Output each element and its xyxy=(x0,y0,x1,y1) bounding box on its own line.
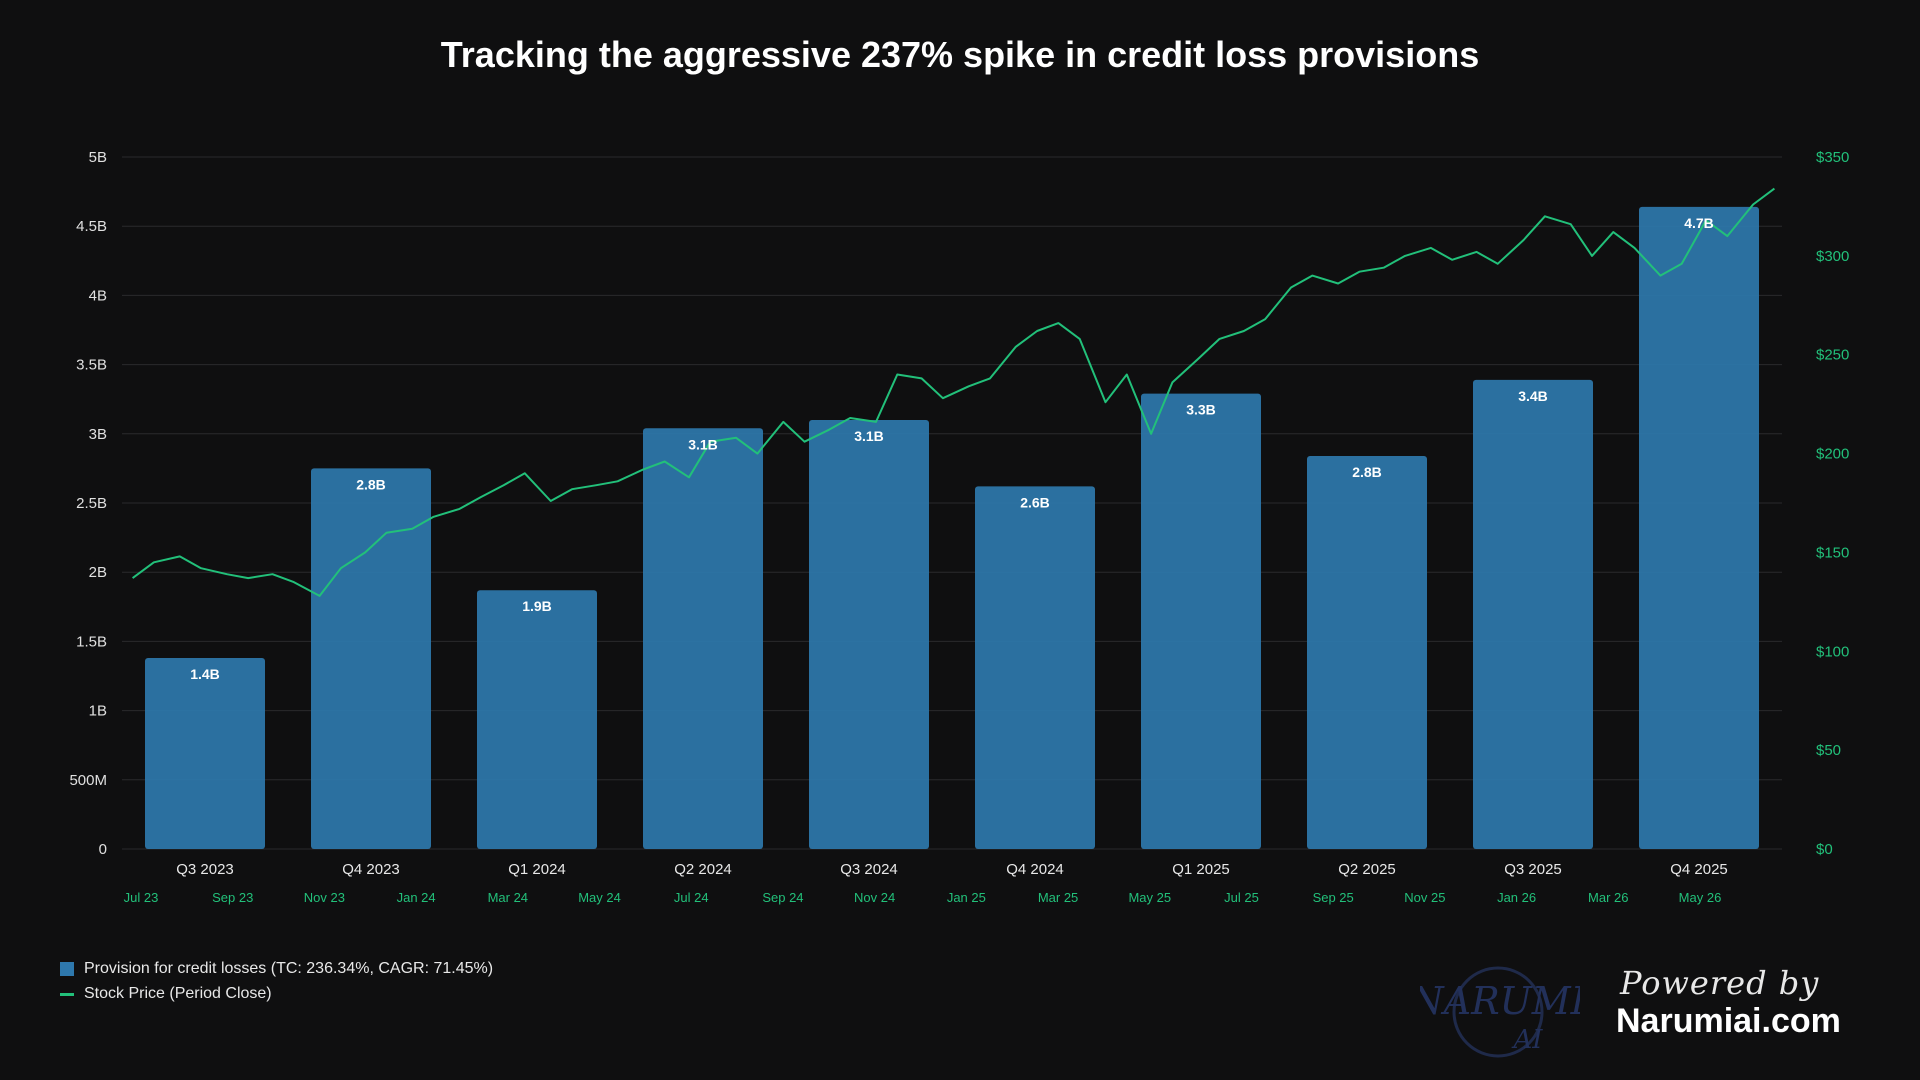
right-axis-tick-label: $0 xyxy=(1816,841,1833,858)
date-tick-label: Nov 25 xyxy=(1404,890,1445,905)
date-tick-label: Jul 25 xyxy=(1224,890,1259,905)
category-label: Q1 2024 xyxy=(508,861,566,878)
date-tick-label: Nov 24 xyxy=(854,890,895,905)
left-axis-tick-label: 2.5B xyxy=(76,495,107,512)
left-axis-tick-label: 500M xyxy=(69,772,107,789)
bar-value-label: 2.8B xyxy=(1352,464,1382,480)
bar xyxy=(1307,455,1427,849)
left-axis-tick-label: 5B xyxy=(89,149,107,166)
date-tick-label: May 26 xyxy=(1679,890,1722,905)
bar-value-label: 3.1B xyxy=(854,428,884,444)
right-axis-tick-label: $150 xyxy=(1816,544,1849,561)
bar-value-label: 4.7B xyxy=(1684,215,1714,231)
bar-value-labels: 1.4B 2.8B 1.9B 3.1B 3.1B 2.6B 3.3B 2.8B 3.4B 4.7B xyxy=(190,215,1714,682)
bar-value-label: 3.1B xyxy=(688,436,718,452)
date-tick-label: Sep 25 xyxy=(1313,890,1354,905)
bar xyxy=(1141,393,1261,849)
left-axis-tick-label: 4.5B xyxy=(76,218,107,235)
date-tick-label: Jul 23 xyxy=(124,890,159,905)
powered-by-text: Powered by xyxy=(1620,964,1820,1002)
bar-value-label: 3.4B xyxy=(1518,388,1548,404)
brand-block: NARUMI AI Powered by Narumiai.com xyxy=(1420,960,1841,1070)
category-label: Q3 2023 xyxy=(176,861,234,878)
left-axis-tick-label: 3.5B xyxy=(76,357,107,374)
date-tick-label: Jan 26 xyxy=(1497,890,1536,905)
date-tick-label: Jul 24 xyxy=(674,890,709,905)
date-axis: Jul 23 Sep 23 Nov 23 Jan 24 Mar 24 May 24 Jul … xyxy=(124,890,1722,905)
bar xyxy=(975,486,1095,849)
category-axis: Q3 2023 Q4 2023 Q1 2024 Q2 2024 Q3 2024 Q4 20… xyxy=(176,861,1728,878)
category-label: Q3 2025 xyxy=(1504,861,1562,878)
legend-item-line[interactable]: Stock Price (Period Close) xyxy=(60,985,272,1003)
right-axis-tick-label: $350 xyxy=(1816,149,1849,166)
category-label: Q3 2024 xyxy=(840,861,898,878)
stock-price-line xyxy=(132,187,1775,597)
logo-subtext: AI xyxy=(1511,1025,1543,1055)
left-axis-tick-label: 1B xyxy=(89,703,107,720)
date-tick-label: Sep 23 xyxy=(212,890,253,905)
legend-bar-label: Provision for credit losses (TC: 236.34%… xyxy=(84,960,494,977)
left-axis-tick-label: 2B xyxy=(89,564,107,581)
date-tick-label: Mar 25 xyxy=(1038,890,1078,905)
right-axis-tick-label: $200 xyxy=(1816,446,1849,463)
category-label: Q2 2024 xyxy=(674,861,732,878)
category-label: Q1 2025 xyxy=(1172,861,1230,878)
chart-title: Tracking the aggressive 237% spike in cr… xyxy=(440,34,1480,75)
date-tick-label: May 25 xyxy=(1128,890,1171,905)
left-axis-tick-label: 0 xyxy=(99,841,107,858)
left-axis-tick-label: 4B xyxy=(89,287,107,304)
date-tick-label: Sep 24 xyxy=(762,890,803,905)
legend-bar-swatch xyxy=(60,962,74,976)
left-axis-tick-label: 1.5B xyxy=(76,633,107,650)
bar xyxy=(809,419,929,849)
right-axis-tick-label: $50 xyxy=(1816,742,1841,759)
bar-value-label: 3.3B xyxy=(1186,402,1216,418)
date-tick-label: Mar 24 xyxy=(488,890,528,905)
left-axis: 0 500M 1B 1.5B 2B 2.5B 3B 3.5B 4B 4.5B 5B xyxy=(69,149,107,858)
logo-text: NARUMI xyxy=(1420,979,1580,1023)
bar-value-label: 2.6B xyxy=(1020,494,1050,510)
right-axis: $0 $50 $100 $150 $200 $250 $300 $350 xyxy=(1816,149,1849,858)
date-tick-label: Mar 26 xyxy=(1588,890,1628,905)
bar-value-label: 2.8B xyxy=(356,476,386,492)
legend-item-bar[interactable]: Provision for credit losses (TC: 236.34%… xyxy=(60,960,493,978)
category-label: Q4 2024 xyxy=(1006,861,1064,878)
bar-series xyxy=(145,206,1759,850)
line-series xyxy=(132,187,1775,597)
category-label: Q4 2023 xyxy=(342,861,400,878)
bar xyxy=(1639,206,1759,850)
left-axis-tick-label: 3B xyxy=(89,426,107,443)
right-axis-tick-label: $250 xyxy=(1816,347,1849,364)
bar xyxy=(643,428,763,849)
legend-line-swatch xyxy=(60,992,74,996)
bar xyxy=(477,590,597,849)
date-tick-label: Jan 24 xyxy=(397,890,436,905)
legend-line-label: Stock Price (Period Close) xyxy=(84,985,272,1002)
narumi-logo: NARUMI AI xyxy=(1420,966,1580,1058)
right-axis-tick-label: $100 xyxy=(1816,643,1849,660)
category-label: Q4 2025 xyxy=(1670,861,1728,878)
bar xyxy=(311,468,431,849)
brand-site-link[interactable]: Narumiai.com xyxy=(1616,1002,1841,1040)
bar-value-label: 1.9B xyxy=(522,598,552,614)
bar xyxy=(145,658,265,849)
date-tick-label: May 24 xyxy=(578,890,621,905)
bar-value-label: 1.4B xyxy=(190,666,220,682)
bar xyxy=(1473,379,1593,849)
category-label: Q2 2025 xyxy=(1338,861,1396,878)
date-tick-label: Nov 23 xyxy=(304,890,345,905)
date-tick-label: Jan 25 xyxy=(947,890,986,905)
right-axis-tick-label: $300 xyxy=(1816,248,1849,265)
